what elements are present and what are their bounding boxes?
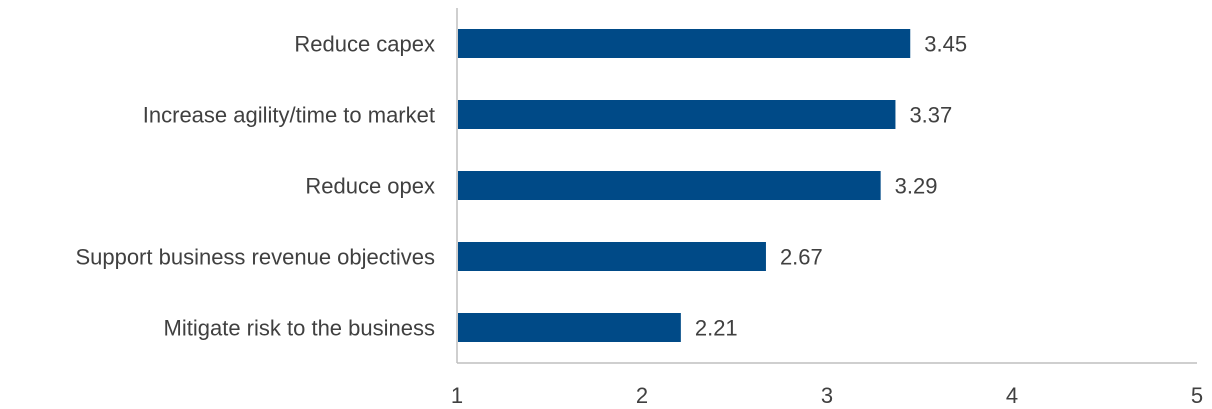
category-label-1: Increase agility/time to market bbox=[143, 103, 435, 128]
bar-1 bbox=[458, 100, 896, 129]
value-label-1: 3.37 bbox=[909, 103, 952, 128]
x-tick-label-3: 4 bbox=[1006, 383, 1018, 404]
category-label-4: Mitigate risk to the business bbox=[164, 316, 435, 341]
bar-2 bbox=[458, 171, 881, 200]
x-tick-label-1: 2 bbox=[636, 383, 648, 404]
x-tick-label-4: 5 bbox=[1191, 383, 1203, 404]
labels-layer: Reduce capex 3.45 Increase agility/time to… bbox=[75, 32, 967, 341]
value-label-2: 3.29 bbox=[895, 174, 938, 199]
category-label-0: Reduce capex bbox=[294, 32, 435, 57]
x-tick-label-2: 3 bbox=[821, 383, 833, 404]
category-label-3: Support business revenue objectives bbox=[75, 245, 435, 270]
value-label-4: 2.21 bbox=[695, 316, 738, 341]
axis-layer: 1 2 3 4 5 bbox=[451, 8, 1203, 408]
bar-4 bbox=[458, 313, 681, 342]
category-label-2: Reduce opex bbox=[305, 174, 435, 199]
bar-3 bbox=[458, 242, 766, 271]
value-label-3: 2.67 bbox=[780, 245, 823, 270]
x-tick-label-0: 1 bbox=[451, 383, 463, 404]
bars-layer bbox=[458, 29, 911, 342]
bar-0 bbox=[458, 29, 911, 58]
value-label-0: 3.45 bbox=[924, 32, 967, 57]
